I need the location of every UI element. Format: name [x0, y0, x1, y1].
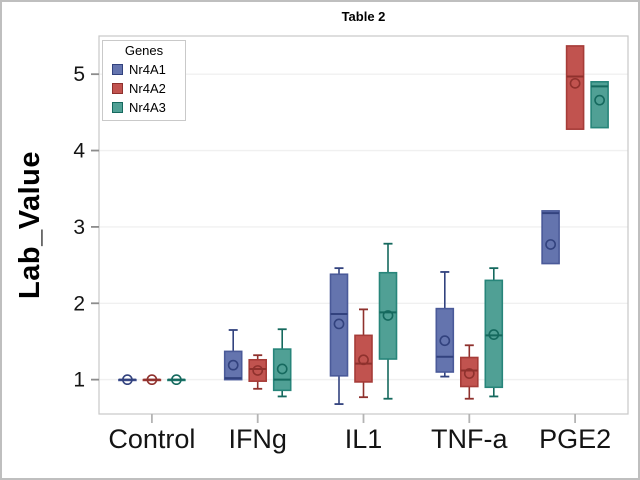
mean-circle-icon: [122, 374, 133, 386]
box-IL1-Nr4A1: [329, 267, 349, 405]
y-tick-label: 4: [73, 140, 85, 163]
box-Control-Nr4A1: [118, 374, 137, 386]
mean-circle-icon: [594, 94, 605, 106]
box-IFNg-Nr4A3: [272, 328, 292, 398]
mean-circle-icon: [488, 329, 500, 340]
mean-circle-icon: [333, 318, 345, 330]
x-tick-label: TNF-a: [431, 424, 508, 454]
mean-circle-icon: [276, 363, 288, 375]
y-tick-label: 5: [73, 63, 85, 86]
iqr-box: [484, 279, 504, 389]
y-axis-title: Lab_Value: [14, 151, 46, 299]
y-tick-label: 2: [73, 292, 85, 315]
box-PGE2-Nr4A2: [565, 45, 585, 130]
legend-swatch-icon: [112, 83, 123, 94]
legend-entry-nr4a3: Nr4A3: [103, 100, 185, 115]
box-Control-Nr4A2: [142, 374, 162, 386]
mean-circle-icon: [463, 368, 475, 379]
box-TNF-a-Nr4A2: [459, 344, 479, 400]
box-IFNg-Nr4A2: [248, 354, 267, 390]
iqr-box: [329, 273, 349, 377]
mean-circle-icon: [545, 239, 556, 250]
mean-circle-icon: [439, 335, 451, 347]
iqr-box: [435, 307, 455, 373]
legend-title: Genes: [124, 43, 164, 58]
box-Control-Nr4A3: [167, 374, 186, 386]
mean-circle-icon: [382, 310, 394, 321]
iqr-box: [223, 350, 243, 381]
iqr-box: [354, 334, 373, 383]
mean-circle-icon: [252, 365, 264, 376]
legend-entry-nr4a1: Nr4A1: [103, 62, 185, 77]
mean-circle-icon: [170, 374, 182, 386]
mean-circle-icon: [569, 77, 581, 89]
chart-title: Table 2: [341, 9, 386, 24]
iqr-box: [378, 271, 398, 360]
legend-label: Nr4A1: [129, 62, 166, 77]
box-IL1-Nr4A3: [378, 242, 398, 400]
legend-label: Nr4A3: [129, 100, 166, 115]
iqr-box: [248, 358, 267, 382]
box-IFNg-Nr4A1: [223, 329, 243, 381]
box-PGE2-Nr4A3: [590, 81, 609, 129]
box-TNF-a-Nr4A3: [484, 267, 504, 398]
iqr-box: [459, 356, 479, 388]
mean-circle-icon: [227, 359, 239, 371]
y-tick-label: 1: [73, 369, 85, 392]
x-tick-label: IFNg: [228, 424, 287, 454]
box-TNF-a-Nr4A1: [435, 271, 455, 378]
legend-label: Nr4A2: [129, 81, 166, 96]
mean-circle-icon: [358, 354, 369, 366]
box-IL1-Nr4A2: [354, 308, 373, 399]
y-tick-label: 3: [73, 216, 85, 239]
legend-entry-nr4a2: Nr4A2: [103, 81, 185, 96]
legend-swatch-icon: [112, 64, 123, 75]
legend-swatch-icon: [112, 102, 123, 113]
x-tick-label: PGE2: [539, 424, 611, 454]
mean-circle-icon: [146, 374, 158, 386]
x-tick-label: Control: [108, 424, 195, 454]
box-PGE2-Nr4A1: [541, 210, 560, 265]
iqr-box: [541, 210, 560, 265]
x-tick-label: IL1: [345, 424, 383, 454]
iqr-box: [272, 348, 292, 392]
legend: Genes Nr4A1 Nr4A2 Nr4A3: [102, 40, 186, 121]
